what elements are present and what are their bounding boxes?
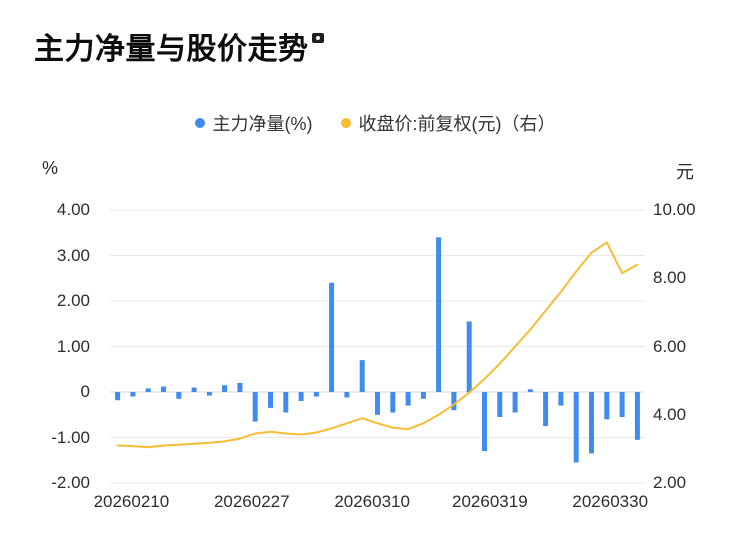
right-axis-tick: 8.00 bbox=[653, 268, 687, 288]
net-volume-bar bbox=[268, 392, 273, 408]
net-volume-bar bbox=[451, 392, 457, 411]
net-volume-bar bbox=[130, 392, 136, 397]
net-volume-bar bbox=[466, 321, 472, 392]
left-axis-unit: % bbox=[42, 158, 59, 178]
net-volume-bar bbox=[359, 360, 365, 392]
x-axis-tick: 20260210 bbox=[93, 492, 170, 511]
net-volume-bar bbox=[589, 392, 594, 454]
net-volume-bar bbox=[313, 392, 319, 397]
x-axis-tick: 20260330 bbox=[572, 492, 649, 511]
title-row: 主力净量与股价走势 bbox=[34, 24, 324, 68]
left-axis-tick: -1.00 bbox=[51, 427, 90, 447]
net-volume-bar bbox=[634, 392, 640, 440]
net-volume-bar bbox=[222, 385, 228, 392]
net-volume-bar bbox=[344, 392, 350, 398]
net-volume-bar bbox=[145, 388, 151, 392]
right-axis-tick: 2.00 bbox=[653, 473, 687, 492]
legend-label-close-price: 收盘价:前复权(元)（右） bbox=[358, 114, 556, 134]
legend-dot bbox=[194, 118, 205, 128]
right-axis-tick: 6.00 bbox=[653, 336, 687, 356]
right-axis-tick: 4.00 bbox=[653, 404, 687, 424]
camera-icon[interactable] bbox=[311, 33, 324, 43]
left-axis-tick: -2.00 bbox=[51, 473, 90, 492]
x-axis-tick: 20260319 bbox=[452, 492, 528, 511]
net-volume-bar bbox=[558, 392, 564, 406]
legend: 主力净量(%) 收盘价:前复权(元)（右） bbox=[0, 110, 750, 136]
left-axis-tick: 2.00 bbox=[56, 291, 90, 310]
left-axis-tick: 0 bbox=[80, 382, 90, 401]
net-volume-bar bbox=[436, 237, 442, 392]
net-volume-bar bbox=[329, 282, 335, 392]
legend-label-main-net-volume: 主力净量(%) bbox=[212, 114, 313, 134]
net-volume-bar bbox=[512, 392, 518, 413]
net-volume-bar bbox=[375, 392, 380, 415]
net-volume-bar bbox=[482, 392, 487, 452]
right-axis-unit: 元 bbox=[676, 162, 694, 182]
legend-item-close-price: 收盘价:前复权(元)（右） bbox=[340, 110, 556, 136]
net-volume-bar bbox=[420, 392, 426, 399]
net-volume-bar bbox=[237, 382, 243, 392]
left-axis-tick: 4.00 bbox=[56, 200, 90, 219]
net-volume-bar bbox=[604, 392, 610, 420]
close-price-line bbox=[116, 241, 639, 449]
net-volume-bar bbox=[298, 392, 304, 402]
net-volume-bar bbox=[191, 387, 197, 392]
net-volume-bar bbox=[283, 392, 289, 413]
net-volume-bar bbox=[176, 392, 182, 399]
net-volume-bar bbox=[252, 392, 258, 422]
net-volume-bar bbox=[573, 392, 579, 463]
net-volume-bar bbox=[161, 386, 166, 392]
net-volume-bar bbox=[527, 389, 533, 392]
net-volume-bar bbox=[619, 392, 625, 417]
net-volume-bar bbox=[405, 392, 411, 406]
page-title: 主力净量与股价走势 bbox=[34, 33, 309, 66]
net-volume-bar bbox=[497, 392, 503, 417]
left-axis-tick: 3.00 bbox=[56, 245, 90, 265]
net-volume-bar bbox=[543, 392, 549, 427]
net-volume-bar bbox=[115, 392, 121, 401]
net-volume-bar bbox=[206, 392, 212, 396]
left-axis-tick: 1.00 bbox=[56, 336, 90, 356]
x-axis-tick: 20260310 bbox=[334, 492, 410, 511]
net-volume-bar bbox=[390, 392, 396, 413]
legend-item-main-net-volume: 主力净量(%) bbox=[194, 110, 313, 136]
right-axis-tick: 10.00 bbox=[653, 200, 696, 219]
legend-dot bbox=[340, 118, 351, 128]
x-axis-tick: 20260227 bbox=[213, 492, 290, 511]
